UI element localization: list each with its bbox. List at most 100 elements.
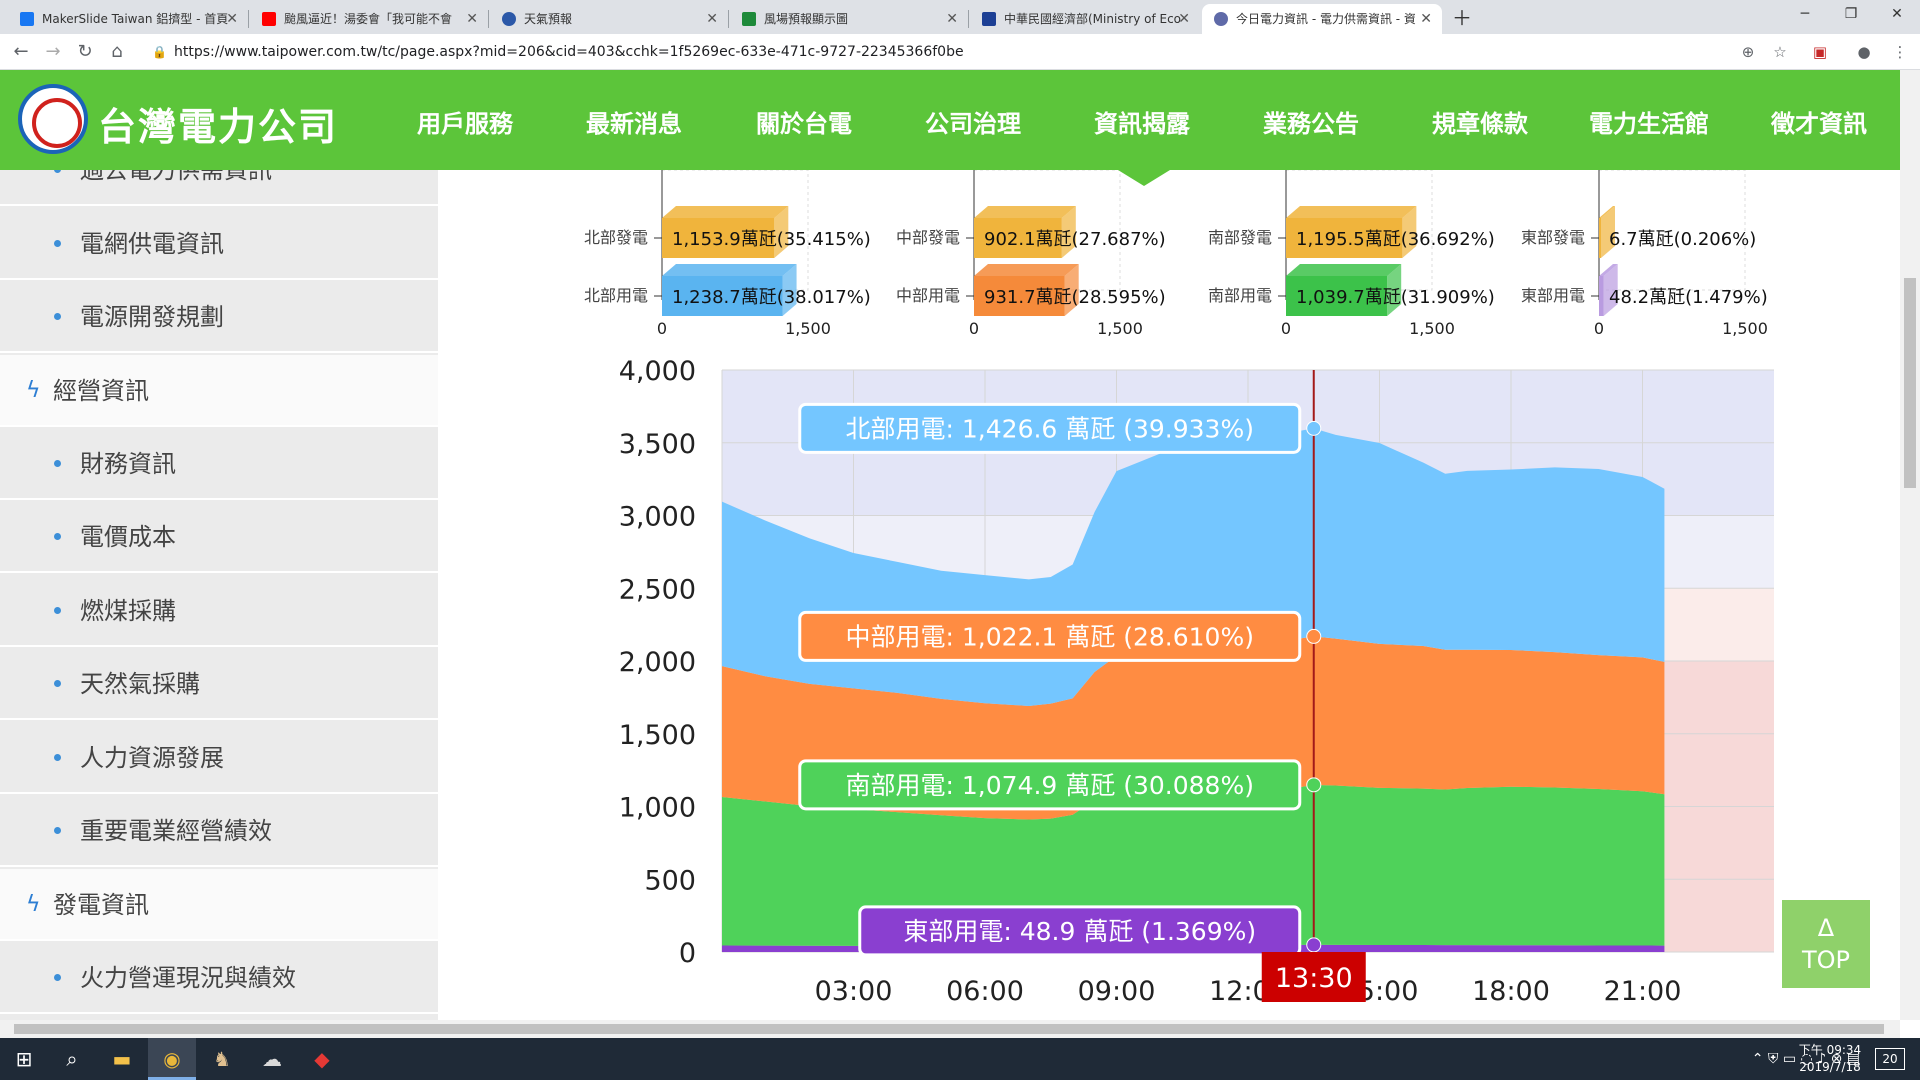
bar-category-label: 南部發電 [1208,228,1272,247]
menu-item-about[interactable]: 關於台電 [756,110,852,138]
bullet-icon [54,974,61,981]
sidebar-item-label: 火力營運現況與績效 [80,964,296,992]
close-tab-icon[interactable]: ✕ [226,11,238,27]
browser-tab-label: MakerSlide Taiwan 鋁擠型 - 首頁 [42,12,229,26]
y-tick-label: 3,500 [619,429,696,460]
bullet-icon [54,240,61,247]
bar-category-label: 北部發電 [584,228,648,247]
sidebar-item-hr[interactable]: 人力資源發展 [0,722,438,794]
extension-icon[interactable]: ▣ [1812,43,1828,61]
menu-item-announcements[interactable]: 業務公告 [1263,110,1359,138]
cursor-marker [1306,937,1322,953]
sidebar-section-generation[interactable]: ϟ 發電資訊 [0,869,438,941]
menu-dots-icon[interactable]: ⋮ [1892,43,1908,61]
power-supply-charts: 北部發電 1,153.9萬瓩(35.415%) 北部用電 1,238.7萬瓩(38.0… [584,170,1774,1007]
bar-category-label: 北部用電 [584,286,648,305]
sidebar-item-past-supply[interactable]: 過去電力供需資訊 [0,170,438,206]
clock-date: 2019/7/18 [1799,1060,1861,1074]
close-tab-icon[interactable]: ✕ [706,11,718,27]
home-icon[interactable]: ⌂ [111,41,123,62]
browser-tab[interactable]: 風場預報顯示圖 ✕ [730,4,968,34]
app-red-icon[interactable]: ◆ [314,1047,330,1071]
zoom-icon[interactable]: ⊕ [1741,43,1755,61]
close-tab-icon[interactable]: ✕ [1420,11,1432,27]
new-tab-button[interactable]: ＋ [1452,6,1472,30]
series-tooltip-label: 南部用電: 1,074.9 萬瓩 (30.088%) [846,771,1254,800]
bar-data-label: 1,195.5萬瓩(36.692%) [1296,229,1495,250]
menu-item-careers[interactable]: 徵才資訊 [1771,110,1867,138]
sidebar-item-grid-supply[interactable]: 電網供電資訊 [0,208,438,280]
taipower-logo-icon[interactable] [18,84,88,154]
close-tab-icon[interactable]: ✕ [466,11,478,27]
bar-x-tick-label: 1,500 [785,319,831,338]
search-icon[interactable]: ⌕ [66,1047,78,1071]
menu-item-news[interactable]: 最新消息 [586,110,682,138]
site-logo-text[interactable]: 台灣電力公司 [98,104,339,149]
app-cloud-icon[interactable]: ☁ [262,1047,282,1071]
sidebar-item-natural-gas[interactable]: 天然氣採購 [0,648,438,720]
browser-tab[interactable]: 颱風逼近！湯委會「我可能不會 ✕ [250,4,488,34]
sidebar-section-business[interactable]: ϟ 經營資訊 [0,355,438,427]
minimize-button[interactable]: ─ [1800,6,1810,22]
menu-item-user-services[interactable]: 用戶服務 [417,110,513,138]
file-explorer-icon[interactable]: ▬ [112,1047,132,1071]
series-tooltip-label: 中部用電: 1,022.1 萬瓩 (28.610%) [846,622,1254,651]
address-bar[interactable]: 🔒 https://www.taipower.com.tw/tc/page.as… [140,40,1780,64]
browser-tab-label: 風場預報顯示圖 [764,12,849,26]
menu-item-disclosure[interactable]: 資訊揭露 [1094,110,1190,138]
bar-side-face [1064,264,1079,316]
close-tab-icon[interactable]: ✕ [946,11,958,27]
browser-tab[interactable]: MakerSlide Taiwan 鋁擠型 - 首頁 ✕ [8,4,248,34]
app-cat-icon[interactable]: ♞ [213,1047,231,1071]
sidebar-item-thermal[interactable]: 火力營運現況與績效 [0,942,438,1014]
bar-x-tick-label: 1,500 [1722,319,1768,338]
sidebar-item-label: 燃煤採購 [80,597,176,625]
menu-item-governance[interactable]: 公司治理 [925,110,1021,138]
scrollbar-thumb[interactable] [14,1024,1884,1034]
browser-tab[interactable]: 中華民國經濟部(Ministry of Eco ✕ [970,4,1200,34]
profile-icon[interactable]: ● [1857,43,1871,61]
notification-center-button[interactable]: 20 [1875,1048,1905,1070]
windows-start-icon[interactable]: ⊞ [15,1047,33,1071]
system-tray[interactable]: ⌃ ⛨ ▭ ◌ ♪ ⊗ ▤ [1751,1051,1860,1067]
scrollbar-thumb[interactable] [1904,278,1916,488]
browser-tab-bar: MakerSlide Taiwan 鋁擠型 - 首頁 ✕ 颱風逼近！湯委會「我可… [0,0,1920,34]
bar-side-face [1601,206,1615,258]
bullet-icon [54,754,61,761]
y-tick-label: 1,500 [619,720,696,751]
vertical-scrollbar[interactable] [1900,70,1920,1020]
sidebar-item-price-cost[interactable]: 電價成本 [0,501,438,573]
bar [1286,218,1403,258]
restore-button[interactable]: ❐ [1844,6,1858,22]
bar [974,218,1062,258]
sidebar-item-finance[interactable]: 財務資訊 [0,428,438,500]
sidebar-item-label: 人力資源發展 [80,744,224,772]
horizontal-scrollbar[interactable] [0,1020,1900,1038]
browser-tab-active[interactable]: 今日電力資訊 - 電力供需資訊 - 資 ✕ [1202,4,1442,34]
lightning-icon: ϟ [26,892,41,917]
close-tab-icon[interactable]: ✕ [1178,11,1190,27]
sidebar-item-power-development[interactable]: 電源開發規劃 [0,281,438,353]
sidebar-item-performance[interactable]: 重要電業經營績效 [0,795,438,867]
browser-tab[interactable]: 天氣預報 ✕ [490,4,728,34]
back-icon[interactable]: ← [13,41,29,62]
sidebar-item-coal[interactable]: 燃煤採購 [0,575,438,647]
menu-item-regulations[interactable]: 規章條款 [1432,110,1528,138]
back-to-top-button[interactable]: Δ TOP [1782,900,1870,988]
forward-icon[interactable]: → [45,41,61,62]
bar-top-face [974,206,1076,218]
bar-side-face [1402,206,1417,258]
cursor-marker [1306,420,1322,436]
reload-icon[interactable]: ↻ [77,41,93,62]
map-icon [742,12,756,26]
bar [662,218,775,258]
bar-category-label: 東部發電 [1521,228,1585,247]
bar [974,276,1065,316]
bullet-icon [54,680,61,687]
close-window-button[interactable]: ✕ [1891,6,1903,22]
cursor-marker [1306,777,1322,793]
clock[interactable]: 下午 09:34 2019/7/18 [1790,1042,1870,1076]
chrome-icon[interactable]: ◉ [148,1038,196,1080]
bookmark-star-icon[interactable]: ☆ [1773,43,1787,61]
menu-item-power-life[interactable]: 電力生活館 [1589,110,1709,138]
